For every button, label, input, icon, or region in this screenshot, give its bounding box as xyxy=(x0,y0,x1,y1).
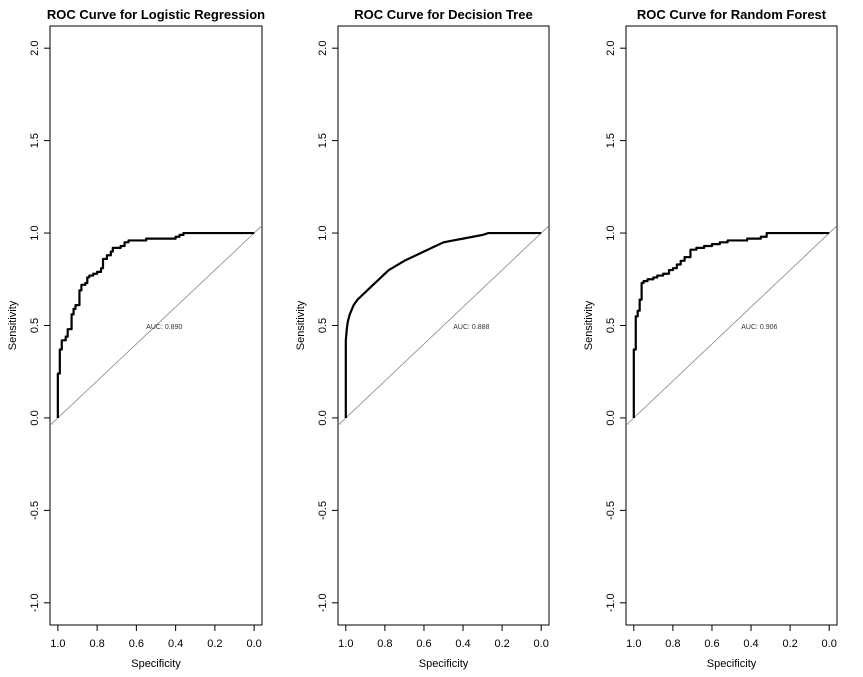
x-tick-label: 0.2 xyxy=(207,638,222,650)
y-tick-label: 0.0 xyxy=(29,410,41,425)
roc-panel-3: ROC Curve for Random Forest 1.0 0.8 0.6 0.4 0… xyxy=(583,7,838,670)
x-tick-label: 0.8 xyxy=(665,638,680,650)
x-tick-label: 0.4 xyxy=(455,638,470,650)
y-tick-label: 1.0 xyxy=(605,225,617,240)
chart-title: ROC Curve for Logistic Regression xyxy=(47,7,265,22)
x-tick-label: 1.0 xyxy=(338,638,353,650)
roc-curve-line xyxy=(56,231,255,418)
roc-panel-2: ROC Curve for Decision Tree 1.0 0.8 0.6 0.4 0… xyxy=(295,7,550,670)
x-tick-label: 0.8 xyxy=(377,638,392,650)
y-tick-label: 2.0 xyxy=(317,41,329,56)
y-tick-label: 1.0 xyxy=(29,225,41,240)
y-tick-label: 0.5 xyxy=(317,318,329,333)
y-tick-label: -0.5 xyxy=(605,501,617,520)
chance-diagonal xyxy=(50,225,262,426)
auc-label: AUC: 0.906 xyxy=(741,324,777,331)
x-tick-label: 0.0 xyxy=(246,638,261,650)
y-tick-label: -1.0 xyxy=(29,593,41,612)
x-tick-label: 0.2 xyxy=(494,638,509,650)
chart-title: ROC Curve for Random Forest xyxy=(637,7,827,22)
y-tick-label: 0.5 xyxy=(29,318,41,333)
y-tick-label: 2.0 xyxy=(29,41,41,56)
x-tick-label: 1.0 xyxy=(626,638,641,650)
x-tick-label: 0.4 xyxy=(743,638,758,650)
x-axis-label: Specificity xyxy=(419,658,469,670)
roc-panel-1: ROC Curve for Logistic Regression 1.0 0.8 0… xyxy=(7,7,265,670)
x-tick-label: 0.8 xyxy=(89,638,104,650)
auc-label: AUC: 0.888 xyxy=(453,324,489,331)
y-tick-label: 1.5 xyxy=(317,133,329,148)
x-tick-label: 0.0 xyxy=(534,638,549,650)
x-tick-label: 0.2 xyxy=(782,638,797,650)
y-axis-label: Sensitivity xyxy=(7,300,19,350)
y-tick-label: -0.5 xyxy=(29,501,41,520)
y-tick-label: 1.5 xyxy=(605,133,617,148)
x-axis-label: Specificity xyxy=(131,658,181,670)
y-axis-label: Sensitivity xyxy=(583,300,595,350)
x-axis-label: Specificity xyxy=(707,658,757,670)
chart-title: ROC Curve for Decision Tree xyxy=(354,7,532,22)
y-tick-label: 0.0 xyxy=(317,410,329,425)
y-tick-label: 0.0 xyxy=(605,410,617,425)
y-axis-label: Sensitivity xyxy=(295,300,307,350)
x-tick-label: 0.4 xyxy=(168,638,183,650)
chance-diagonal xyxy=(338,225,549,426)
y-tick-label: -0.5 xyxy=(317,501,329,520)
x-tick-label: 0.6 xyxy=(129,638,144,650)
y-tick-label: 2.0 xyxy=(605,41,617,56)
y-tick-label: 1.0 xyxy=(317,225,329,240)
y-tick-label: 1.5 xyxy=(29,133,41,148)
x-tick-label: 0.6 xyxy=(416,638,431,650)
y-tick-label: -1.0 xyxy=(317,593,329,612)
y-tick-label: 0.5 xyxy=(605,318,617,333)
x-tick-label: 1.0 xyxy=(50,638,65,650)
x-tick-label: 0.0 xyxy=(822,638,837,650)
roc-curve-line xyxy=(632,231,830,418)
chance-diagonal xyxy=(626,225,837,426)
y-tick-label: -1.0 xyxy=(605,593,617,612)
auc-label: AUC: 0.890 xyxy=(146,324,182,331)
roc-curve-line xyxy=(344,231,542,418)
x-tick-label: 0.6 xyxy=(704,638,719,650)
